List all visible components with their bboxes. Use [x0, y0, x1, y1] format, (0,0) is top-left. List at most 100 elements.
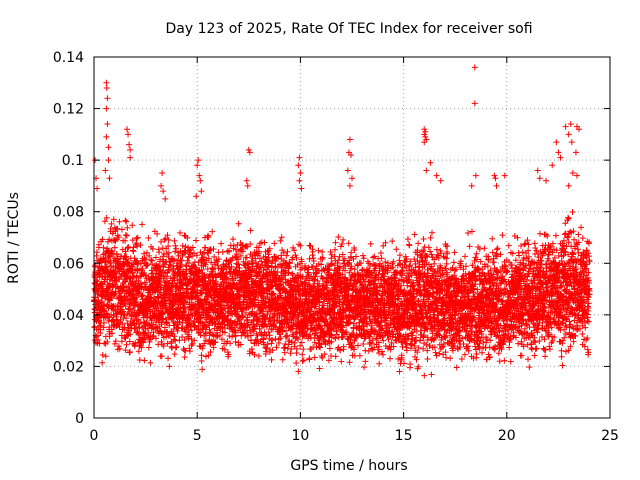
data-point	[95, 336, 102, 343]
data-point	[174, 291, 181, 298]
data-point	[123, 253, 130, 260]
data-point	[143, 249, 150, 256]
data-point	[145, 235, 152, 242]
data-point	[95, 241, 102, 248]
data-point	[103, 310, 110, 317]
data-point	[155, 307, 162, 314]
data-point	[131, 255, 138, 262]
data-point	[170, 336, 177, 343]
data-point	[158, 330, 165, 337]
data-point	[122, 237, 129, 244]
data-point	[177, 229, 184, 236]
data-point	[113, 313, 120, 320]
data-point	[171, 351, 178, 358]
data-point	[165, 253, 172, 260]
data-point	[122, 347, 129, 354]
data-point	[110, 216, 117, 223]
data-point	[138, 344, 145, 351]
data-point	[158, 353, 165, 360]
data-point	[138, 293, 145, 300]
data-point	[154, 230, 161, 237]
data-point	[92, 294, 99, 301]
data-point	[145, 329, 152, 336]
data-point	[112, 338, 119, 345]
data-point	[119, 308, 126, 315]
data-point	[164, 340, 171, 347]
data-point	[172, 248, 179, 255]
data-point	[123, 315, 130, 322]
data-point	[176, 337, 183, 344]
data-point	[135, 348, 142, 355]
data-point	[149, 245, 156, 252]
data-point	[166, 363, 173, 370]
data-point	[122, 248, 129, 255]
data-point	[173, 343, 180, 350]
data-point	[100, 319, 107, 326]
data-point	[109, 330, 116, 337]
data-point	[100, 244, 107, 251]
data-point	[142, 272, 149, 279]
data-point	[108, 311, 115, 318]
data-point	[123, 341, 130, 348]
data-point	[111, 244, 118, 251]
data-point	[145, 344, 152, 351]
data-point	[134, 234, 141, 241]
data-point	[133, 329, 140, 336]
data-point	[107, 225, 114, 232]
data-point	[106, 236, 113, 243]
data-point	[127, 349, 133, 356]
data-point	[117, 293, 124, 300]
data-point	[134, 243, 141, 250]
data-point	[157, 327, 164, 334]
data-point	[164, 269, 171, 276]
data-point	[104, 311, 111, 318]
data-point	[135, 330, 142, 337]
data-point	[123, 218, 130, 225]
data-point	[133, 294, 140, 301]
data-point	[159, 308, 166, 315]
data-point	[165, 237, 172, 244]
data-point	[174, 324, 181, 331]
data-point	[139, 292, 146, 299]
data-point	[103, 214, 110, 221]
data-point	[164, 232, 171, 239]
data-point	[131, 325, 138, 332]
data-point	[150, 332, 157, 339]
data-point	[108, 220, 115, 227]
data-point	[159, 245, 166, 252]
data-point	[177, 305, 184, 312]
data-point	[125, 243, 132, 250]
data-point	[99, 236, 106, 243]
data-point	[135, 316, 142, 323]
data-point	[130, 261, 137, 268]
data-point	[141, 357, 148, 364]
data-point	[129, 237, 136, 244]
data-point	[168, 344, 175, 351]
data-point	[104, 338, 111, 345]
data-point	[115, 234, 122, 241]
data-point	[147, 359, 154, 366]
data-point	[138, 267, 145, 274]
data-point	[168, 343, 175, 350]
data-point	[129, 247, 136, 254]
data-point	[126, 338, 133, 345]
data-point	[99, 359, 106, 366]
data-point	[120, 301, 127, 308]
data-point	[153, 299, 160, 306]
data-point	[158, 238, 165, 245]
data-point	[129, 222, 136, 229]
data-point	[166, 322, 173, 329]
data-point	[121, 300, 128, 307]
data-point	[118, 338, 125, 345]
chart-title: Day 123 of 2025, Rate Of TEC Index for r…	[165, 21, 532, 37]
data-point	[162, 300, 169, 307]
data-point	[118, 226, 125, 233]
data-point	[171, 237, 178, 244]
data-point	[113, 270, 120, 277]
data-point	[177, 256, 184, 263]
data-point	[127, 331, 134, 338]
data-point	[162, 235, 169, 242]
data-point	[130, 248, 137, 255]
